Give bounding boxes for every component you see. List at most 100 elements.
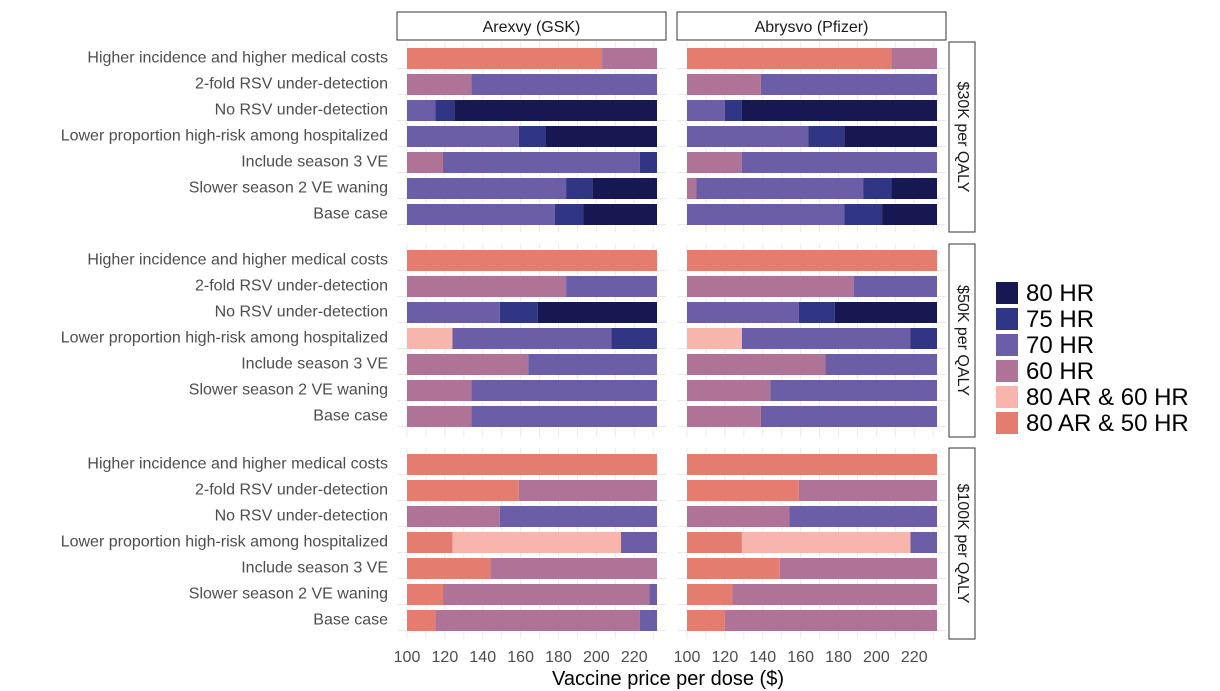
bar-segment-70HR xyxy=(760,74,937,95)
bar-segment-60HR xyxy=(442,584,650,605)
bar-segment-70HR xyxy=(407,302,500,323)
bar-segment-60HR xyxy=(407,380,472,401)
bar-segment-70HR xyxy=(687,204,845,225)
bar-segment-75HR xyxy=(844,204,883,225)
category-label: Base case xyxy=(313,612,388,629)
bar-segment-60HR xyxy=(602,48,657,69)
row-strip-label: $100K per QALY xyxy=(954,484,971,604)
panel-r1-c0 xyxy=(397,244,666,437)
bar-segment-60HR xyxy=(687,74,761,95)
bar-segment-75HR xyxy=(499,302,538,323)
bar-segment-70HR xyxy=(853,276,937,297)
bar-segment-60HR xyxy=(407,152,443,173)
legend-label: 80 HR xyxy=(1026,280,1094,307)
bar-segment-70HR xyxy=(566,276,657,297)
panel-r1-c1 xyxy=(677,244,946,437)
category-label: Lower proportion high-risk among hospita… xyxy=(61,330,388,347)
bar-segment-80HR xyxy=(741,100,937,121)
bar-segment-80AR50HR xyxy=(687,584,733,605)
bar-segment-60HR xyxy=(407,506,500,527)
row-strip xyxy=(948,447,976,640)
bar-segment-75HR xyxy=(554,204,584,225)
bar-segment-60HR xyxy=(518,480,657,501)
bar-segment-75HR xyxy=(910,328,937,349)
bar-segment-70HR xyxy=(687,100,725,121)
legend-label: 70 HR xyxy=(1026,332,1094,359)
bar-segment-75HR xyxy=(639,152,657,173)
bar-segment-60HR xyxy=(798,480,937,501)
legend-swatch xyxy=(996,360,1018,382)
bar-segment-70HR xyxy=(696,178,864,199)
category-label: Lower proportion high-risk among hospita… xyxy=(61,534,388,551)
x-tick-label: 160 xyxy=(787,649,814,666)
category-label: Lower proportion high-risk among hospita… xyxy=(61,128,388,145)
category-label: 2-fold RSV under-detection xyxy=(195,278,388,295)
bar-segment-75HR xyxy=(566,178,593,199)
bar-segment-70HR xyxy=(639,610,657,631)
column-strip xyxy=(396,11,667,41)
category-label: Slower season 2 VE waning xyxy=(189,586,388,603)
legend-swatch xyxy=(996,412,1018,434)
bar-segment-70HR xyxy=(528,354,657,375)
bar-segment-80AR50HR xyxy=(687,480,799,501)
bar-segment-75HR xyxy=(435,100,455,121)
x-tick-label: 100 xyxy=(674,649,701,666)
bar-segment-70HR xyxy=(407,100,436,121)
panel-r2-c0 xyxy=(397,448,666,639)
legend-label: 80 AR & 60 HR xyxy=(1026,384,1189,411)
bar-segment-60HR xyxy=(891,48,937,69)
bar-segment-80AR50HR xyxy=(407,584,443,605)
bar-segment-70HR xyxy=(687,126,809,147)
x-tick-label: 140 xyxy=(749,649,776,666)
bar-segment-80HR xyxy=(844,126,937,147)
bar-segment-80AR50HR xyxy=(407,250,657,271)
bar-segment-80AR60HR xyxy=(687,328,742,349)
category-label: 2-fold RSV under-detection xyxy=(195,76,388,93)
bar-segment-60HR xyxy=(407,276,567,297)
x-tick-label: 200 xyxy=(583,649,610,666)
bar-segment-70HR xyxy=(407,204,555,225)
bar-segment-80AR50HR xyxy=(687,532,742,553)
bar-segment-80AR60HR xyxy=(407,328,453,349)
bar-segment-80AR50HR xyxy=(407,532,453,553)
bar-segment-80AR50HR xyxy=(687,610,725,631)
category-label: 2-fold RSV under-detection xyxy=(195,482,388,499)
bar-segment-60HR xyxy=(407,74,472,95)
panel-r2-c1 xyxy=(677,448,946,639)
row-strip-label: $30K per QALY xyxy=(954,82,971,193)
bar-segment-75HR xyxy=(518,126,546,147)
bar-segment-80AR50HR xyxy=(407,48,603,69)
bar-segment-80HR xyxy=(454,100,657,121)
row-strip-label: $50K per QALY xyxy=(954,285,971,396)
legend-label: 60 HR xyxy=(1026,358,1094,385)
bar-segment-80AR60HR xyxy=(741,532,911,553)
x-tick-label: 200 xyxy=(863,649,890,666)
x-axis-title: Vaccine price per dose ($) xyxy=(552,668,784,690)
bar-segment-80AR50HR xyxy=(407,610,436,631)
bar-segment-60HR xyxy=(779,558,937,579)
bar-segment-60HR xyxy=(407,354,529,375)
bar-segment-70HR xyxy=(741,152,937,173)
bar-segment-80AR50HR xyxy=(687,250,937,271)
panel-r0-c1 xyxy=(677,42,946,232)
column-strip-label: Abrysvo (Pfizer) xyxy=(755,19,869,36)
bar-segment-80AR50HR xyxy=(687,558,780,579)
bar-segment-60HR xyxy=(687,152,742,173)
bar-segment-60HR xyxy=(687,354,826,375)
bar-segment-80HR xyxy=(545,126,657,147)
legend-swatch xyxy=(996,282,1018,304)
category-label: No RSV under-detection xyxy=(215,508,388,525)
x-tick-label: 140 xyxy=(469,649,496,666)
category-label: Higher incidence and higher medical cost… xyxy=(87,50,388,67)
bar-segment-80AR50HR xyxy=(407,558,491,579)
legend-swatch xyxy=(996,308,1018,330)
bar-segment-60HR xyxy=(687,276,854,297)
bar-segment-80HR xyxy=(537,302,657,323)
category-label: Base case xyxy=(313,206,388,223)
bar-segment-80HR xyxy=(592,178,657,199)
bar-segment-80AR60HR xyxy=(452,532,622,553)
bar-segment-80AR50HR xyxy=(407,454,657,475)
column-strip xyxy=(676,11,947,41)
